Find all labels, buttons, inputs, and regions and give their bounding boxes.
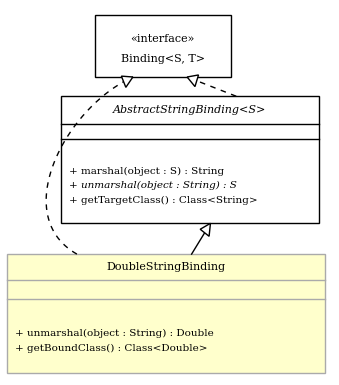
Text: + unmarshal(object : String) : Double: + unmarshal(object : String) : Double [15,329,214,338]
Bar [61,96,319,223]
Text: DoubleStringBinding: DoubleStringBinding [106,262,226,272]
Polygon shape [200,223,211,236]
Text: + getBoundClass() : Class<Double>: + getBoundClass() : Class<Double> [15,343,208,353]
Bar [7,254,325,373]
Polygon shape [121,76,133,87]
Polygon shape [187,75,199,87]
Text: «interface»: «interface» [131,34,195,44]
Text: AbstractStringBinding<S>: AbstractStringBinding<S> [113,105,266,115]
Text: + marshal(object : S) : String: + marshal(object : S) : String [69,167,225,176]
Text: + getTargetClass() : Class<String>: + getTargetClass() : Class<String> [69,196,258,205]
Bar [95,15,231,77]
Text: Binding<S, T>: Binding<S, T> [121,54,205,64]
Text: + unmarshal(object : String) : S: + unmarshal(object : String) : S [69,181,237,190]
